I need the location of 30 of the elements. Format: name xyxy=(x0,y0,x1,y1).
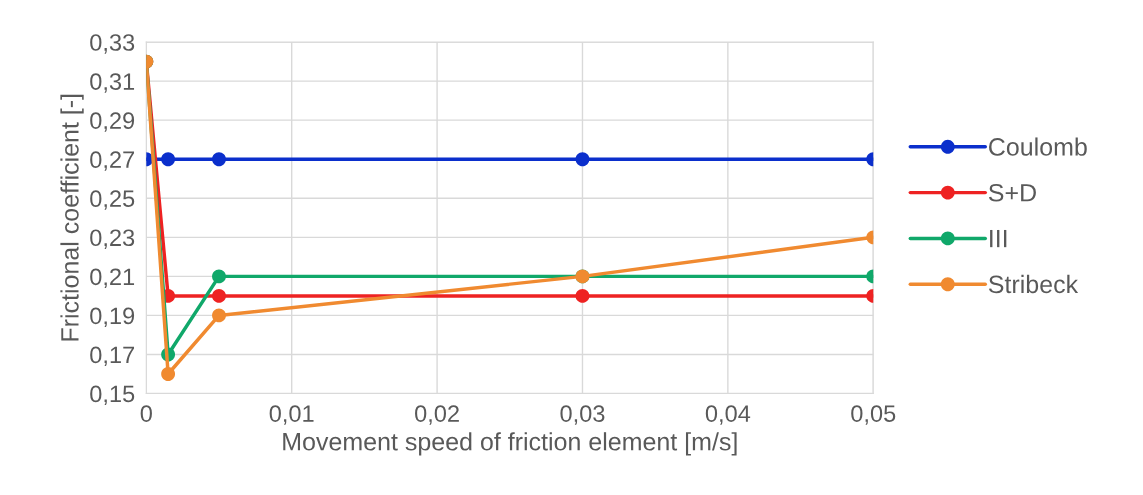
y-tick-label: 0,17 xyxy=(90,346,135,367)
x-tick-label: 0,05 xyxy=(851,405,896,425)
point xyxy=(161,367,176,381)
x-tick-label: 0,01 xyxy=(269,405,314,425)
x-tick-label: 0,02 xyxy=(415,405,459,425)
y-axis-title: Frictional coefficient [-] xyxy=(60,94,84,341)
legend-label: Coulomb xyxy=(989,137,1087,156)
y-tick-label: 0,29 xyxy=(90,112,135,132)
y-tick-label: 0,15 xyxy=(90,385,135,406)
point xyxy=(212,308,226,323)
point xyxy=(212,152,226,167)
y-tick-label: 0,21 xyxy=(90,268,135,288)
x-tick-label: 0,03 xyxy=(560,405,605,425)
point xyxy=(161,152,176,167)
point xyxy=(212,288,226,303)
y-tick-label: 0,31 xyxy=(90,73,135,93)
x-tick-label: 0,04 xyxy=(705,405,751,425)
y-tick-label: 0,27 xyxy=(90,151,135,171)
y-tick-label: 0,23 xyxy=(90,229,135,249)
point xyxy=(212,269,226,284)
y-tick-label: 0,33 xyxy=(90,34,135,54)
legend-label: S+D xyxy=(988,183,1036,202)
x-tick-label: 0 xyxy=(140,405,152,422)
point xyxy=(575,152,590,167)
legend-label: Stribeck xyxy=(988,274,1079,294)
point xyxy=(575,288,590,303)
x-axis-title: Movement speed of friction element [m/s] xyxy=(283,432,737,456)
y-tick-label: 0,25 xyxy=(90,190,135,210)
y-tick-label: 0,19 xyxy=(90,307,135,327)
legend-label: III xyxy=(990,229,1007,248)
